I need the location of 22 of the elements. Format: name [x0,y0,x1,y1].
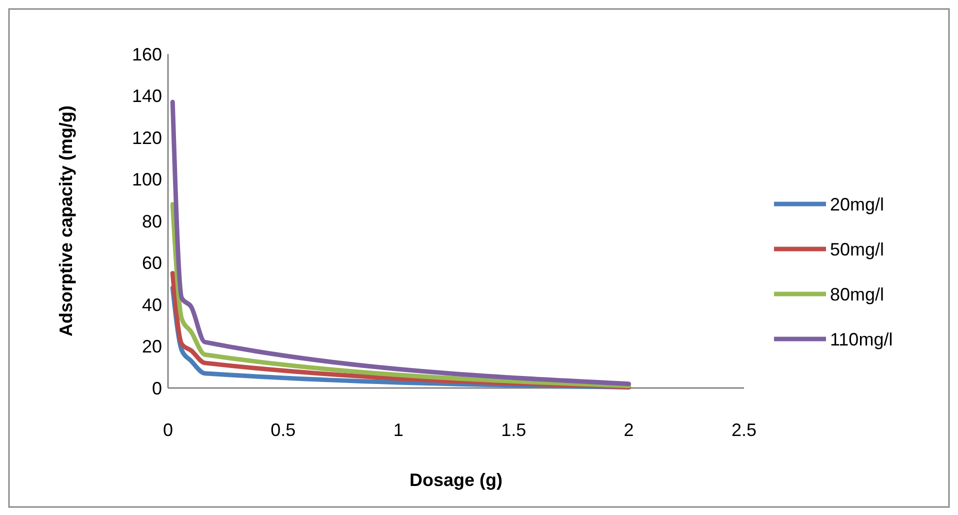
y-tick-label: 160 [132,44,162,64]
x-tick-label: 1.5 [501,420,526,440]
x-axis-title: Dosage (g) [409,470,503,490]
legend-label: 80mg/l [830,284,884,304]
legend-label: 50mg/l [830,239,884,260]
y-tick-label: 60 [142,253,162,274]
y-tick-label: 80 [142,211,162,232]
y-tick-label: 20 [142,336,162,357]
y-tick-label: 0 [152,378,162,398]
y-axis-title: Adsorptive capacity (mg/g) [56,105,76,337]
x-tick-label: 1 [393,420,404,440]
x-tick-label: 0.5 [270,420,296,440]
y-tick-label: 100 [132,170,162,190]
y-tick-label: 40 [142,294,162,315]
line-series [170,100,632,386]
y-tick-label: 140 [132,86,162,106]
legend-label: 110mg/l [830,329,893,350]
x-tick-label: 2 [624,420,634,440]
y-tick-label: 120 [132,128,162,148]
line-series [170,202,632,388]
legend-label: 20mg/l [830,194,884,214]
x-tick-label: 2.5 [731,420,757,440]
